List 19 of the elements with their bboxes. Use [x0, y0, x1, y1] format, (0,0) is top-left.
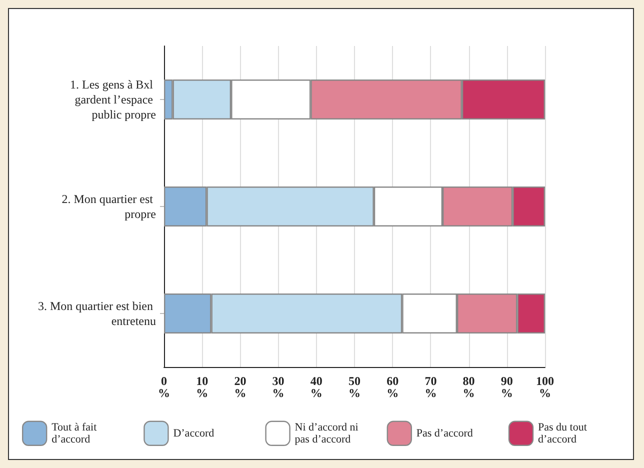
legend-label: Tout à fait d’accord [52, 421, 100, 446]
x-tick-label: 10 % [196, 374, 208, 400]
y-tick-label: 1. Les gens à Bxl gardent l’espace public propre [70, 78, 156, 122]
x-tick-label: 50 % [348, 374, 360, 400]
legend-label: D’accord [173, 427, 215, 440]
x-tick-label: 70 % [424, 374, 437, 400]
legend-label: Pas d’accord [416, 427, 474, 440]
x-tick-label: 40 % [310, 374, 322, 400]
x-tick-label: 90 % [500, 374, 513, 400]
legend-label: Ni d’accord ni pas d’accord [294, 421, 362, 446]
x-tick-label: 0 % [158, 374, 170, 400]
x-tick-label: 20 % [234, 374, 246, 400]
y-tick-label: 2. Mon quartier est propre [62, 192, 156, 221]
x-tick-label: 80 % [462, 374, 475, 400]
legend-label: Pas du tout d’accord [538, 421, 590, 446]
x-tick-label: 100 % [536, 374, 554, 400]
x-tick-label: 30 % [272, 374, 284, 400]
y-tick-label: 3. Mon quartier est bien entretenu [38, 299, 156, 328]
x-tick-label: 60 % [386, 374, 399, 400]
